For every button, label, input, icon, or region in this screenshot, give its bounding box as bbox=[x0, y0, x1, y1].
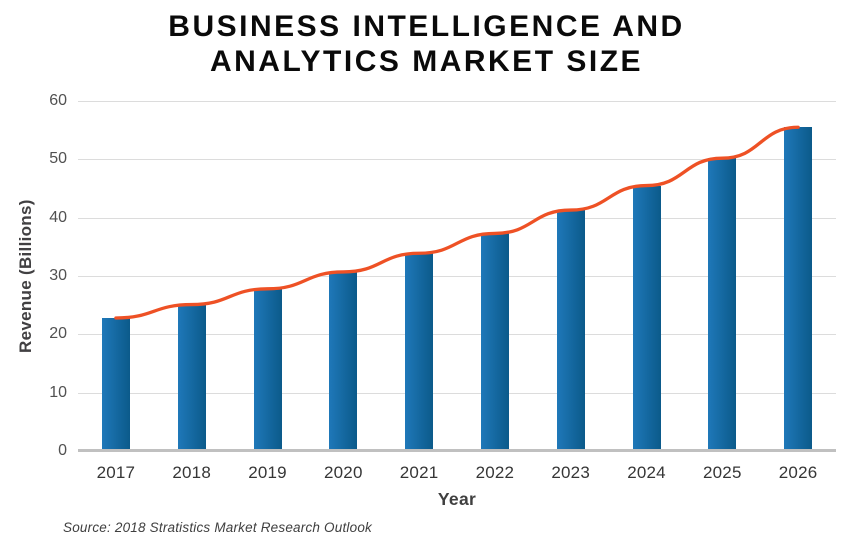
trend-line bbox=[114, 125, 800, 320]
x-tick-label: 2019 bbox=[248, 463, 287, 482]
trend-line-layer bbox=[114, 125, 800, 320]
x-axis-line bbox=[78, 449, 836, 452]
gridline bbox=[78, 159, 836, 161]
chart-title: BUSINESS INTELLIGENCE AND ANALYTICS MARK… bbox=[0, 9, 853, 79]
x-tick-label: 2021 bbox=[399, 463, 439, 482]
gridline bbox=[78, 276, 836, 277]
x-tick-label: 2023 bbox=[551, 463, 590, 482]
bar-2019 bbox=[253, 288, 282, 449]
bar-2020 bbox=[329, 271, 358, 449]
chart-title-line1: BUSINESS INTELLIGENCE AND bbox=[168, 10, 685, 43]
y-axis-label: Revenue (Billions) bbox=[16, 199, 35, 353]
x-tick-label: 2022 bbox=[475, 463, 515, 482]
gridline bbox=[78, 217, 836, 219]
bar-2017 bbox=[101, 318, 130, 449]
y-tick-label: 0 bbox=[58, 442, 67, 459]
gridline bbox=[78, 334, 836, 336]
x-axis-label: Year bbox=[437, 489, 477, 509]
x-tick-label: 2017 bbox=[96, 463, 136, 482]
bar-2022 bbox=[480, 233, 509, 449]
bar-2026 bbox=[784, 127, 813, 449]
bar-2023 bbox=[556, 210, 585, 449]
bar-2018 bbox=[177, 304, 206, 449]
y-tick-label: 40 bbox=[49, 208, 67, 226]
y-tick-label: 50 bbox=[49, 150, 67, 168]
x-tick-label: 2025 bbox=[702, 463, 742, 482]
plot-area: 0 10 20 30 40 50 60 2017 2018 2019 2020 2021 2022 202… bbox=[49, 92, 836, 482]
chart-title-line2: ANALYTICS MARKET SIZE bbox=[209, 45, 644, 78]
bar-2021 bbox=[405, 253, 434, 449]
source-note: Source: 2018 Stratistics Market Research… bbox=[63, 520, 372, 535]
x-tick-label: 2018 bbox=[172, 463, 211, 482]
gridline bbox=[78, 101, 836, 102]
y-tick-label: 20 bbox=[49, 325, 67, 343]
x-tick-label: 2024 bbox=[627, 463, 666, 482]
y-tick-label: 60 bbox=[49, 92, 67, 109]
x-tick-label: 2020 bbox=[323, 463, 363, 482]
y-tick-label: 30 bbox=[49, 267, 67, 284]
bar-2024 bbox=[632, 185, 661, 449]
gridline bbox=[78, 392, 836, 394]
bar-2025 bbox=[708, 158, 737, 449]
y-tick-label: 10 bbox=[49, 383, 67, 401]
x-tick-label: 2026 bbox=[778, 463, 818, 482]
